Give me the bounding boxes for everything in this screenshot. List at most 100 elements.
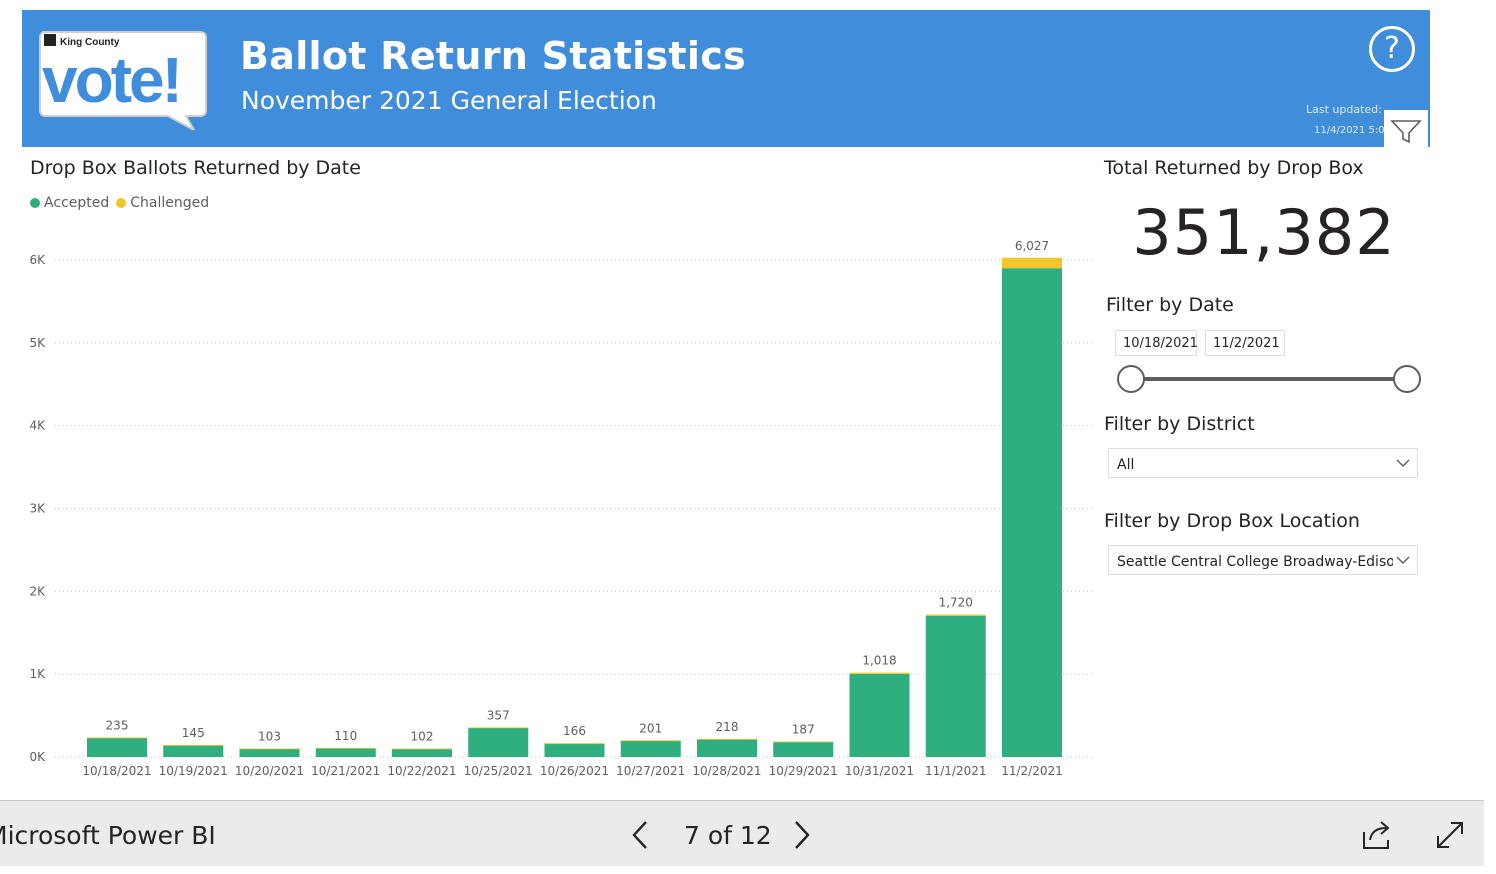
data-label: 1,720 — [939, 596, 973, 610]
report-title: Ballot Return Statistics — [240, 34, 746, 78]
legend-item-accepted[interactable]: Accepted — [30, 195, 109, 211]
bar-accepted — [773, 741, 834, 757]
district-dropdown-value: All — [1117, 457, 1135, 473]
bar-challenged — [315, 747, 376, 749]
district-dropdown[interactable]: All — [1108, 448, 1418, 478]
filter-district-title: Filter by District — [1104, 413, 1255, 435]
data-label: 218 — [716, 720, 739, 734]
logo-text: vote! — [42, 44, 180, 116]
y-tick-label: 3K — [29, 502, 46, 516]
date-slider-track[interactable] — [1131, 377, 1407, 381]
bar-accepted — [697, 739, 757, 757]
bar-challenged — [544, 743, 605, 745]
fullscreen-button[interactable] — [1433, 818, 1467, 852]
bar-challenged — [773, 741, 834, 743]
bar-accepted — [1002, 268, 1062, 757]
bar-accepted — [925, 615, 986, 757]
card-value: 351,382 — [1132, 196, 1396, 269]
chart-legend: Accepted Challenged — [30, 195, 216, 211]
y-tick-label: 6K — [29, 253, 46, 267]
bar-accepted — [392, 748, 452, 757]
bar-challenged — [392, 748, 452, 750]
data-label: 235 — [106, 719, 129, 733]
location-dropdown[interactable]: Seattle Central College Broadway-Edison.… — [1108, 545, 1418, 575]
data-label: 1,018 — [862, 654, 896, 668]
bar-challenged — [239, 748, 300, 750]
bar-accepted — [239, 748, 300, 757]
last-updated-value: 11/4/2021 5:00 — [1314, 125, 1384, 136]
powerbi-footer: Microsoft Power BI 7 of 12 — [0, 800, 1484, 866]
legend-label-challenged: Challenged — [130, 195, 210, 211]
data-label: 145 — [182, 726, 205, 740]
filter-button[interactable] — [1384, 110, 1428, 147]
share-icon — [1363, 821, 1390, 849]
chevron-right-icon — [795, 821, 810, 849]
powerbi-brand[interactable]: Microsoft Power BI — [0, 821, 216, 850]
date-slider-start-handle[interactable] — [1117, 365, 1145, 393]
bar-challenged — [468, 727, 529, 729]
card-title: Total Returned by Drop Box — [1104, 157, 1364, 179]
bar-challenged — [1002, 257, 1062, 269]
legend-dot-challenged — [116, 198, 127, 208]
date-slider-end-handle[interactable] — [1393, 365, 1421, 393]
y-tick-label: 1K — [29, 667, 46, 681]
bar-challenged — [87, 737, 147, 739]
x-tick-label: 11/2/2021 — [1001, 764, 1063, 778]
header-banner: King County vote! Ballot Return Statisti… — [22, 10, 1430, 147]
report-subtitle: November 2021 General Election — [241, 86, 657, 115]
bar-challenged — [163, 744, 224, 746]
ballots-bar-chart: 0K 1K 2K 3K 4K 5K 6K 235 10/18/2021 145 10/19/2021… — [29, 239, 1095, 778]
x-tick-label: 10/25/2021 — [464, 764, 533, 778]
king-county-vote-logo: King County vote! — [39, 31, 207, 130]
y-tick-label: 5K — [29, 336, 46, 350]
next-page-button[interactable] — [786, 819, 816, 851]
date-start-input[interactable]: 10/18/2021 — [1115, 330, 1198, 356]
data-label: 187 — [792, 723, 815, 737]
help-button[interactable]: ? — [1369, 26, 1415, 72]
data-label: 166 — [563, 724, 586, 738]
bar-challenged — [925, 614, 986, 616]
bar-accepted — [849, 673, 910, 757]
chart-title: Drop Box Ballots Returned by Date — [30, 157, 361, 179]
last-updated-label: Last updated: — [1306, 103, 1382, 116]
x-tick-label: 10/28/2021 — [692, 764, 761, 778]
x-tick-label: 10/27/2021 — [616, 764, 685, 778]
date-end-input[interactable]: 11/2/2021 — [1205, 330, 1285, 356]
x-tick-label: 10/21/2021 — [311, 764, 380, 778]
chevron-down-icon — [1396, 459, 1410, 467]
data-label: 110 — [334, 729, 357, 743]
data-label: 6,027 — [1015, 239, 1049, 253]
bar-challenged — [849, 672, 910, 674]
bar-accepted — [544, 743, 605, 757]
logo-small-text: King County — [60, 37, 120, 48]
legend-label-accepted: Accepted — [44, 195, 110, 211]
bar-challenged — [697, 738, 757, 740]
page-indicator: 7 of 12 — [684, 821, 772, 850]
bar-accepted — [620, 740, 681, 757]
x-tick-label: 10/22/2021 — [387, 764, 456, 778]
x-tick-label: 10/20/2021 — [235, 764, 304, 778]
bar-accepted — [87, 737, 147, 757]
x-tick-label: 10/18/2021 — [82, 764, 151, 778]
funnel-icon — [1390, 120, 1422, 144]
bar-accepted — [315, 747, 376, 757]
filter-date-title: Filter by Date — [1106, 294, 1234, 316]
x-tick-label: 11/1/2021 — [925, 764, 987, 778]
x-tick-label: 10/26/2021 — [540, 764, 609, 778]
location-dropdown-value: Seattle Central College Broadway-Edison.… — [1117, 554, 1393, 570]
legend-item-challenged[interactable]: Challenged — [116, 195, 209, 211]
share-button[interactable] — [1360, 818, 1394, 852]
y-tick-label: 4K — [29, 419, 46, 433]
chevron-down-icon — [1396, 556, 1410, 564]
previous-page-button[interactable] — [626, 819, 656, 851]
x-tick-label: 10/19/2021 — [159, 764, 228, 778]
data-label: 357 — [487, 708, 510, 722]
legend-dot-accepted — [30, 198, 40, 208]
x-tick-label: 10/29/2021 — [769, 764, 838, 778]
data-label: 201 — [639, 721, 662, 735]
bar-accepted — [163, 745, 224, 757]
y-tick-label: 2K — [29, 584, 46, 598]
chevron-left-icon — [632, 821, 647, 849]
data-label: 103 — [258, 729, 281, 743]
